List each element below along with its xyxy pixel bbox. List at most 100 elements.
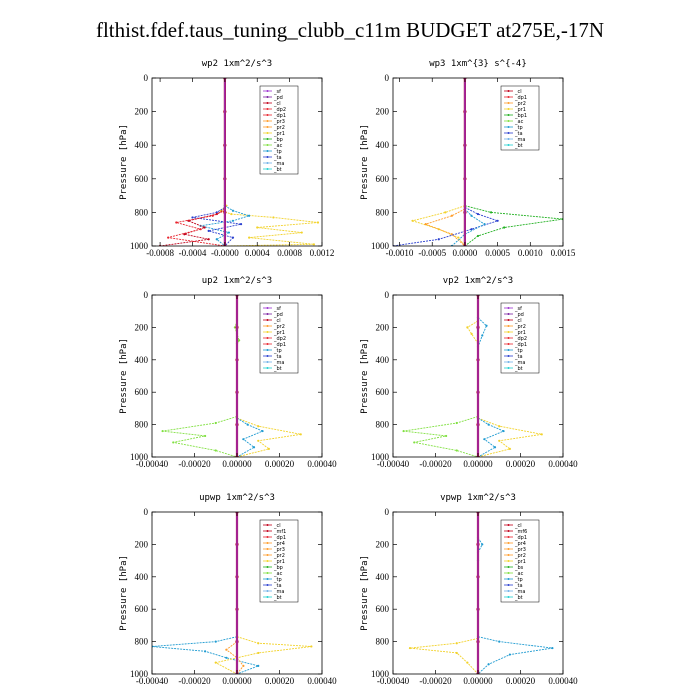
y-tick-label: 1000 — [371, 241, 390, 251]
x-tick-label: 0.00000 — [463, 676, 493, 686]
legend-marker — [266, 578, 269, 580]
legend-marker — [507, 554, 510, 556]
legend — [259, 85, 299, 175]
series-point — [455, 642, 458, 645]
series-point — [215, 211, 218, 214]
x-tick-label: 0.00020 — [265, 459, 295, 469]
legend-label: _bp — [273, 137, 283, 143]
legend-marker — [266, 319, 269, 321]
legend-label: _pr1 — [273, 131, 285, 137]
legend-label: _ma — [514, 589, 525, 595]
legend-label: _ta — [514, 131, 523, 137]
plot-frame — [151, 77, 323, 247]
panel-upwp: upwp 1xm^2/s^3 Pressure [hPa] -0.00040 -0.0… — [119, 493, 337, 686]
series-point — [498, 439, 501, 442]
series-line — [477, 636, 553, 674]
series-point — [455, 449, 458, 452]
series-point — [450, 214, 453, 217]
x-tick-label: 0.00020 — [265, 676, 295, 686]
y-tick-label: 800 — [376, 207, 390, 217]
y-tick-label: 800 — [376, 420, 390, 430]
y-tick-label: 0 — [144, 73, 149, 83]
legend-label: _dp1 — [514, 535, 527, 541]
series-point — [485, 324, 488, 327]
x-tick-label: 0.00040 — [307, 459, 337, 469]
legend-marker — [507, 120, 510, 122]
legend-marker — [266, 542, 269, 544]
series-point — [476, 212, 480, 216]
legend-label: _cl — [514, 523, 522, 529]
legend-label: _bt — [273, 167, 282, 173]
series-point — [312, 243, 316, 246]
legend-marker — [266, 355, 269, 357]
series-point — [498, 640, 501, 643]
legend-label: _ta — [273, 583, 282, 589]
series-line — [464, 205, 563, 246]
series-point — [457, 236, 460, 239]
legend-marker — [266, 536, 269, 538]
legend-label: _pd — [273, 312, 283, 318]
x-tick-label: 0.0015 — [551, 248, 576, 258]
x-tick-label: 0.00020 — [506, 459, 536, 469]
y-tick-label: 600 — [376, 604, 390, 614]
legend-label: _dp1 — [514, 95, 527, 101]
legend-marker — [266, 150, 269, 152]
x-tick-label: -0.00040 — [136, 459, 169, 469]
legend-label: _tp — [273, 348, 282, 354]
series-line — [477, 417, 505, 457]
legend-marker — [507, 108, 510, 110]
series-point — [231, 236, 235, 239]
legend-marker — [266, 560, 269, 562]
legend-label: _dp1 — [514, 342, 527, 348]
series-point — [225, 656, 228, 659]
series-line — [403, 416, 479, 457]
series-point — [257, 651, 260, 655]
y-tick-label: 200 — [376, 322, 390, 332]
series-point — [540, 433, 543, 436]
panel-title: wp2 1xm^2/s^3 — [202, 59, 272, 69]
legend-label: _ac — [273, 571, 283, 577]
legend-marker — [266, 548, 269, 550]
legend-marker — [507, 307, 510, 309]
legend-label: _pr2 — [514, 101, 526, 107]
x-tick-label: 0.0010 — [518, 248, 543, 258]
legend-label: _bt — [514, 595, 523, 601]
series-line — [466, 320, 479, 344]
series-point — [191, 216, 194, 219]
legend-label: _pr2 — [514, 553, 526, 559]
legend-marker — [507, 114, 510, 116]
series-line — [236, 417, 301, 457]
legend-marker — [507, 560, 510, 562]
series-point — [257, 439, 260, 442]
series-point — [242, 438, 245, 441]
legend-marker — [507, 367, 510, 369]
series-line — [424, 208, 466, 246]
legend-label: _cl — [273, 318, 281, 324]
series-line — [409, 637, 479, 674]
series-point — [424, 223, 427, 226]
legend-label: _sf — [273, 306, 281, 312]
legend-marker — [507, 337, 510, 339]
legend-label: _pr1 — [273, 330, 285, 336]
x-tick-label: 0.00040 — [307, 676, 337, 686]
y-tick-label: 600 — [376, 387, 390, 397]
y-tick-label: 200 — [376, 107, 390, 117]
x-tick-label: -0.0004 — [179, 248, 207, 258]
legend-label: _mf6 — [514, 529, 527, 535]
legend-marker — [266, 361, 269, 363]
panel-title: vpwp 1xm^2/s^3 — [440, 493, 516, 503]
series-point — [214, 421, 217, 425]
legend-label: _ta — [273, 155, 282, 161]
y-tick-label: 200 — [376, 539, 390, 549]
legend-marker — [507, 596, 510, 598]
y-axis-label: Pressure [hPa] — [119, 555, 129, 631]
legend-label: _pr1 — [514, 107, 526, 113]
series-point — [203, 226, 206, 229]
series-point — [483, 223, 486, 226]
legend-marker — [507, 331, 510, 333]
series-point — [466, 326, 469, 329]
series-point — [316, 221, 320, 224]
legend-label: _pr1 — [514, 330, 526, 336]
legend-marker — [266, 530, 269, 532]
legend-marker — [266, 168, 269, 170]
